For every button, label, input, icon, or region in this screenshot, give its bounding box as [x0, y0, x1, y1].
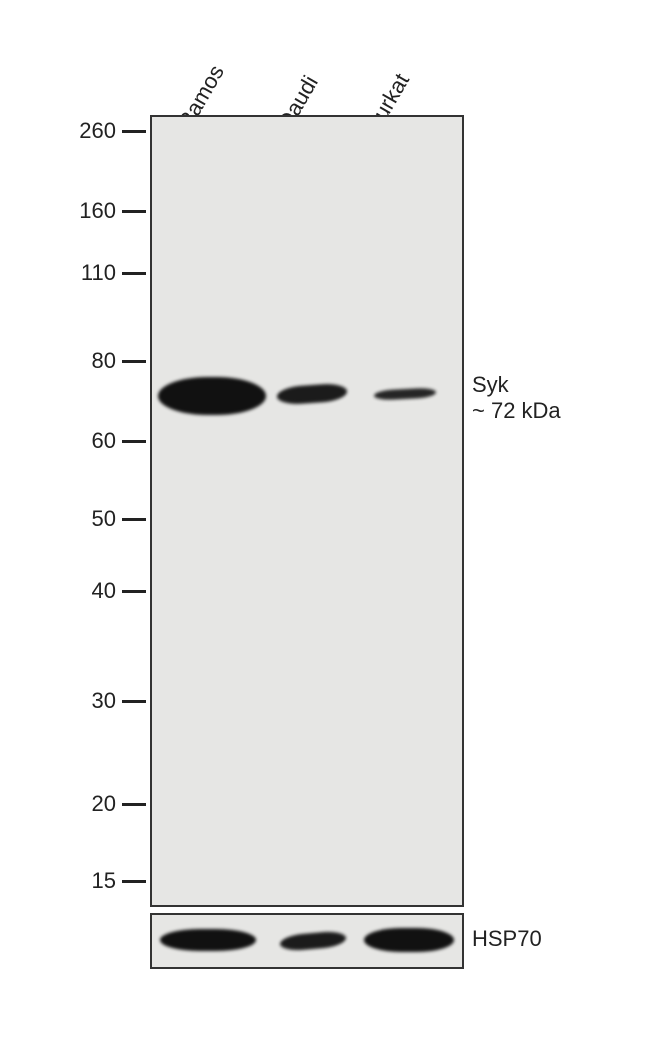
mw-marker-50: 50	[66, 506, 146, 532]
mw-marker-tick	[122, 272, 146, 275]
hsp70-band-ramos	[160, 929, 256, 951]
mw-marker-value: 260	[66, 118, 116, 144]
mw-marker-value: 40	[66, 578, 116, 604]
loading-control-annotation: HSP70	[472, 926, 542, 952]
mw-marker-30: 30	[66, 688, 146, 714]
mw-marker-value: 110	[66, 260, 116, 286]
mw-marker-tick	[122, 210, 146, 213]
mw-marker-tick	[122, 700, 146, 703]
mw-marker-tick	[122, 880, 146, 883]
syk-band-ramos	[158, 377, 266, 415]
mw-marker-value: 30	[66, 688, 116, 714]
mw-marker-tick	[122, 518, 146, 521]
mw-marker-value: 15	[66, 868, 116, 894]
target-protein-annotation: Syk ~ 72 kDa	[472, 372, 561, 425]
mw-marker-value: 160	[66, 198, 116, 224]
hsp70-band-daudi	[280, 930, 346, 952]
mw-marker-80: 80	[66, 348, 146, 374]
mw-marker-value: 50	[66, 506, 116, 532]
hsp70-band-jurkat	[364, 928, 454, 952]
mw-marker-20: 20	[66, 791, 146, 817]
target-protein-mw: ~ 72 kDa	[472, 398, 561, 424]
syk-band-jurkat	[374, 387, 436, 400]
mw-marker-260: 260	[66, 118, 146, 144]
loading-control-membrane	[150, 913, 464, 969]
mw-marker-110: 110	[66, 260, 146, 286]
main-blot-membrane	[150, 115, 464, 907]
mw-marker-tick	[122, 440, 146, 443]
mw-marker-tick	[122, 360, 146, 363]
mw-marker-tick	[122, 803, 146, 806]
target-protein-name: Syk	[472, 372, 561, 398]
loading-control-name: HSP70	[472, 926, 542, 951]
mw-marker-60: 60	[66, 428, 146, 454]
mw-marker-tick	[122, 130, 146, 133]
syk-band-daudi	[277, 383, 347, 406]
mw-marker-tick	[122, 590, 146, 593]
mw-marker-160: 160	[66, 198, 146, 224]
mw-marker-value: 80	[66, 348, 116, 374]
mw-marker-value: 60	[66, 428, 116, 454]
western-blot-figure: Ramos Daudi Jurkat 260160110806050403020…	[20, 20, 630, 1020]
mw-marker-15: 15	[66, 868, 146, 894]
mw-marker-value: 20	[66, 791, 116, 817]
mw-marker-40: 40	[66, 578, 146, 604]
